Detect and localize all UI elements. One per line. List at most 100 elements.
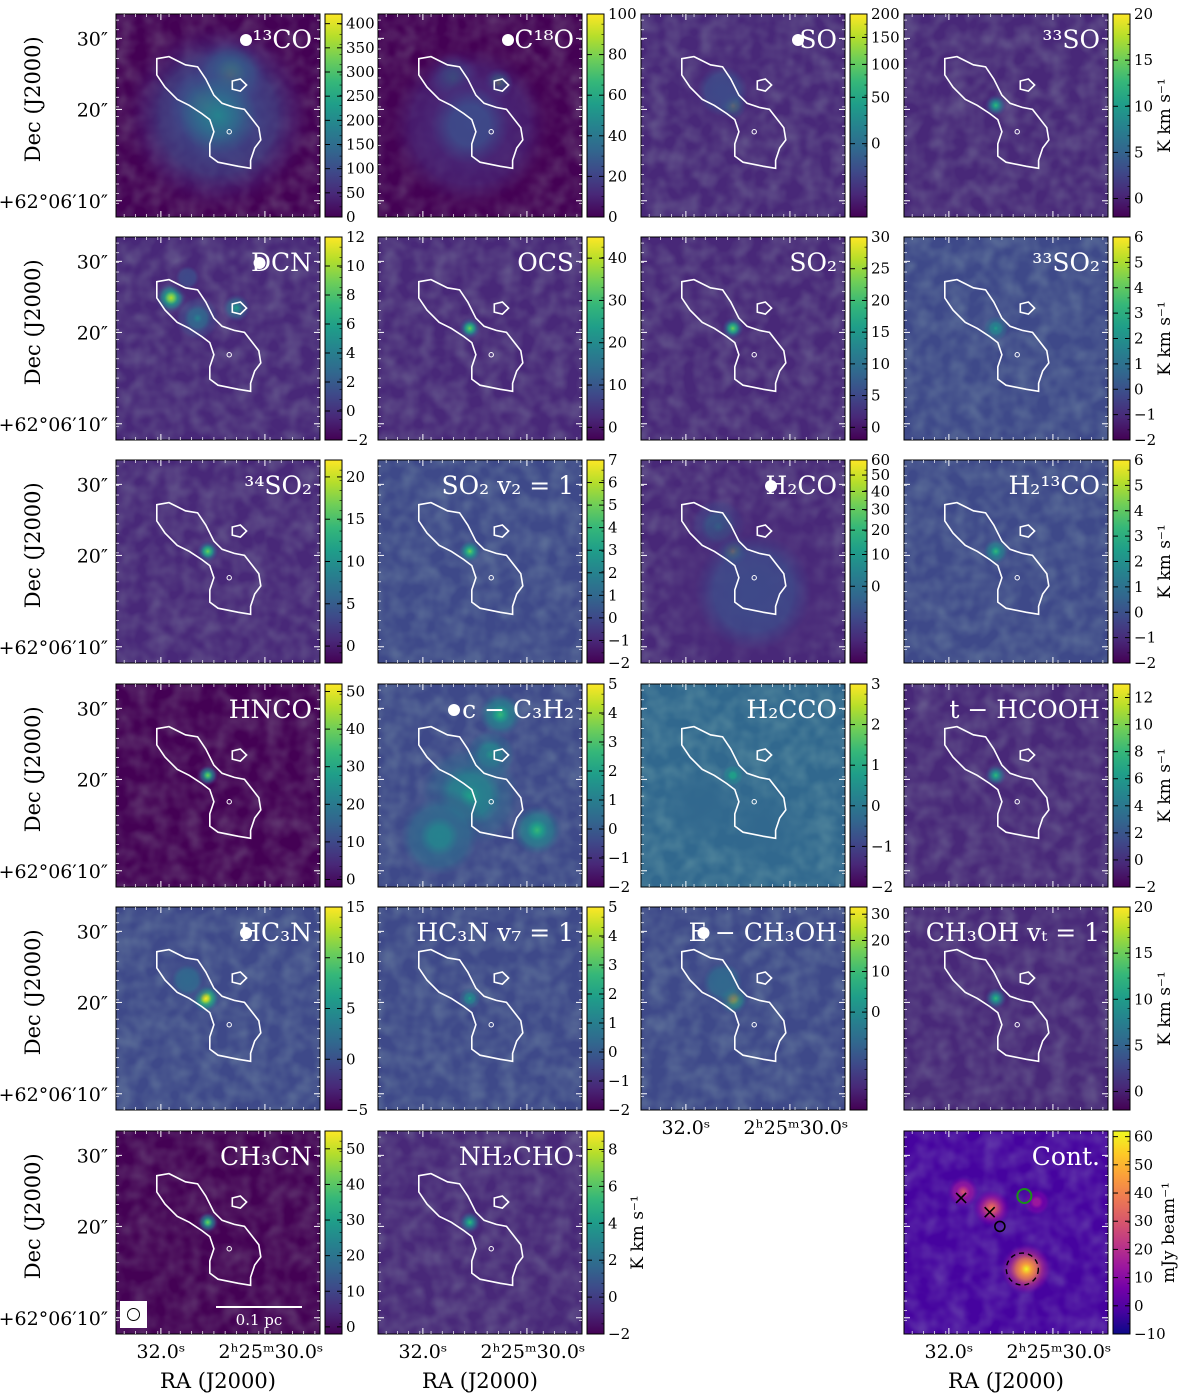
- colorbar-tick-label: 2: [608, 1251, 618, 1269]
- continuum-contour-island: [1019, 748, 1036, 762]
- colorbar-tick-label: 5: [608, 496, 618, 514]
- panel-frame: [377, 906, 583, 1111]
- y-axis-label: Dec (J2000): [21, 929, 45, 1055]
- panel-label: NH₂CHO: [459, 1142, 574, 1171]
- y-axis-label: Dec (J2000): [21, 36, 45, 162]
- continuum-contour-small: [1014, 575, 1020, 581]
- panel-label: OCS: [517, 248, 574, 277]
- colorbar-unit-label: K km s⁻¹: [1155, 971, 1175, 1045]
- colorbar-tick-label: 10: [346, 1282, 365, 1300]
- colorbar-tick-label: 50: [346, 1140, 365, 1158]
- colorbar-tick-label: 20: [871, 291, 890, 309]
- colorbar-tick-label: −2: [1134, 431, 1156, 449]
- continuum-contour-small: [488, 129, 494, 135]
- colorbar-tick-label: 30: [871, 501, 890, 519]
- colorbar-tick-label: −10: [1134, 1325, 1166, 1343]
- colorbar-tick-label: 60: [871, 451, 890, 469]
- colorbar-tick-label: 30: [1134, 1212, 1153, 1230]
- colorbar-tick-label: 40: [346, 720, 365, 738]
- x-tick-label: 32.0ˢ: [137, 1341, 186, 1363]
- emission-peak: [221, 293, 252, 323]
- x-tick-label: 32.0ˢ: [662, 1117, 711, 1139]
- colorbar-tick-label: 2: [871, 716, 881, 734]
- panel-label: CH₃CN: [220, 1142, 312, 1171]
- continuum-contour: [156, 278, 262, 393]
- panel-label: H₂¹³CO: [1009, 471, 1101, 500]
- map-panel-17: HC₃N v₇ = 1 −2 −1 0 1 2 3 4 5: [377, 898, 630, 1119]
- colorbar-tick-label: 10: [346, 949, 365, 967]
- colorbar-tick-label: 200: [871, 5, 900, 23]
- colorbar-tick-label: 2: [608, 985, 618, 1003]
- emission-peak: [984, 93, 1008, 117]
- continuum-contour-island: [756, 78, 773, 92]
- map-panel-9: SO₂ v₂ = 1 −2 −1 0 1 2 3 4 5 6 7: [377, 451, 630, 672]
- colorbar-tick-label: 0: [1134, 1083, 1144, 1101]
- colorbar-tick-label: 4: [346, 344, 356, 362]
- x-tick-label: 32.0ˢ: [925, 1341, 974, 1363]
- panel-frame: [640, 13, 846, 218]
- panel-frame: [115, 459, 321, 664]
- colorbar-tick-label: 10: [346, 257, 365, 275]
- colorbar-tick-label: 60: [608, 86, 627, 104]
- colorbar-tick-label: −2: [1134, 654, 1156, 672]
- emission-peak: [1020, 1185, 1053, 1219]
- colorbar-tick-label: 200: [346, 111, 375, 129]
- continuum-contour-island: [231, 1195, 248, 1209]
- x-tick-label: 2ʰ25ᵐ30.0ˢ: [480, 1341, 585, 1363]
- colorbar-tick-label: 30: [346, 758, 365, 776]
- panel-frame: [377, 683, 583, 888]
- continuum-contour-island: [493, 301, 510, 315]
- colorbar-unit-label: K km s⁻¹: [1155, 748, 1175, 822]
- colorbar-tick-label: 2: [1134, 330, 1144, 348]
- single-dish-dot: [502, 34, 514, 46]
- continuum-contour-island: [493, 748, 510, 762]
- colorbar-tick-label: 0: [1134, 603, 1144, 621]
- emission-peak: [655, 494, 845, 663]
- y-tick-label: 30″: [77, 1145, 108, 1167]
- colorbar-tick-label: 20: [346, 468, 365, 486]
- continuum-contour-island: [493, 971, 510, 985]
- colorbar-tick-label: 6: [608, 1177, 618, 1195]
- single-dish-dot: [240, 34, 252, 46]
- map-panel-21: NH₂CHO −2 0 2 4 6 8: [377, 1130, 630, 1343]
- colorbar-tick-label: 3: [608, 733, 618, 751]
- colorbar: [1112, 1130, 1131, 1335]
- colorbar-unit-label: K km s⁻¹: [1155, 524, 1175, 598]
- colorbar-tick-label: 0: [608, 609, 618, 627]
- colorbar-tick-label: 10: [608, 376, 627, 394]
- single-dish-dot: [697, 927, 710, 939]
- continuum-contour-island: [756, 301, 773, 315]
- colorbar: [849, 683, 868, 888]
- emission-peak: [982, 538, 1009, 565]
- colorbar-tick-label: 15: [1134, 944, 1153, 962]
- colorbar-tick-label: −2: [608, 878, 630, 896]
- continuum-contour-island: [1019, 78, 1036, 92]
- y-tick-label: +62°06′10″: [0, 1308, 108, 1330]
- panel-frame: [903, 683, 1109, 888]
- y-tick-label: 30″: [77, 474, 108, 496]
- emission-peak: [458, 539, 482, 563]
- continuum-contour-small: [1014, 129, 1020, 135]
- colorbar-tick-label: 12: [346, 228, 365, 246]
- y-tick-label: +62°06′10″: [0, 1084, 108, 1106]
- emission-peak: [196, 1210, 220, 1234]
- map-panel-12: HNCO 0 10 20 30 40 50: [115, 683, 365, 888]
- colorbar: [586, 906, 605, 1111]
- colorbar-tick-label: 7: [608, 451, 618, 469]
- y-tick-label: 20″: [77, 769, 108, 791]
- panel-frame: [115, 683, 321, 888]
- colorbar-tick-label: 0: [346, 870, 356, 888]
- x-tick-label: 2ʰ25ᵐ30.0ˢ: [1006, 1341, 1111, 1363]
- y-axis-label: Dec (J2000): [21, 482, 45, 608]
- y-tick-label: +62°06′10″: [0, 191, 108, 213]
- single-dish-dot: [240, 927, 252, 939]
- continuum-contour-island: [231, 301, 248, 315]
- colorbar-tick-label: 1: [608, 1014, 618, 1032]
- continuum-contour: [418, 1172, 524, 1287]
- colorbar: [324, 236, 343, 441]
- continuum-contour-island: [493, 78, 510, 92]
- panel-frame: [115, 906, 321, 1111]
- panel-frame: [903, 459, 1109, 664]
